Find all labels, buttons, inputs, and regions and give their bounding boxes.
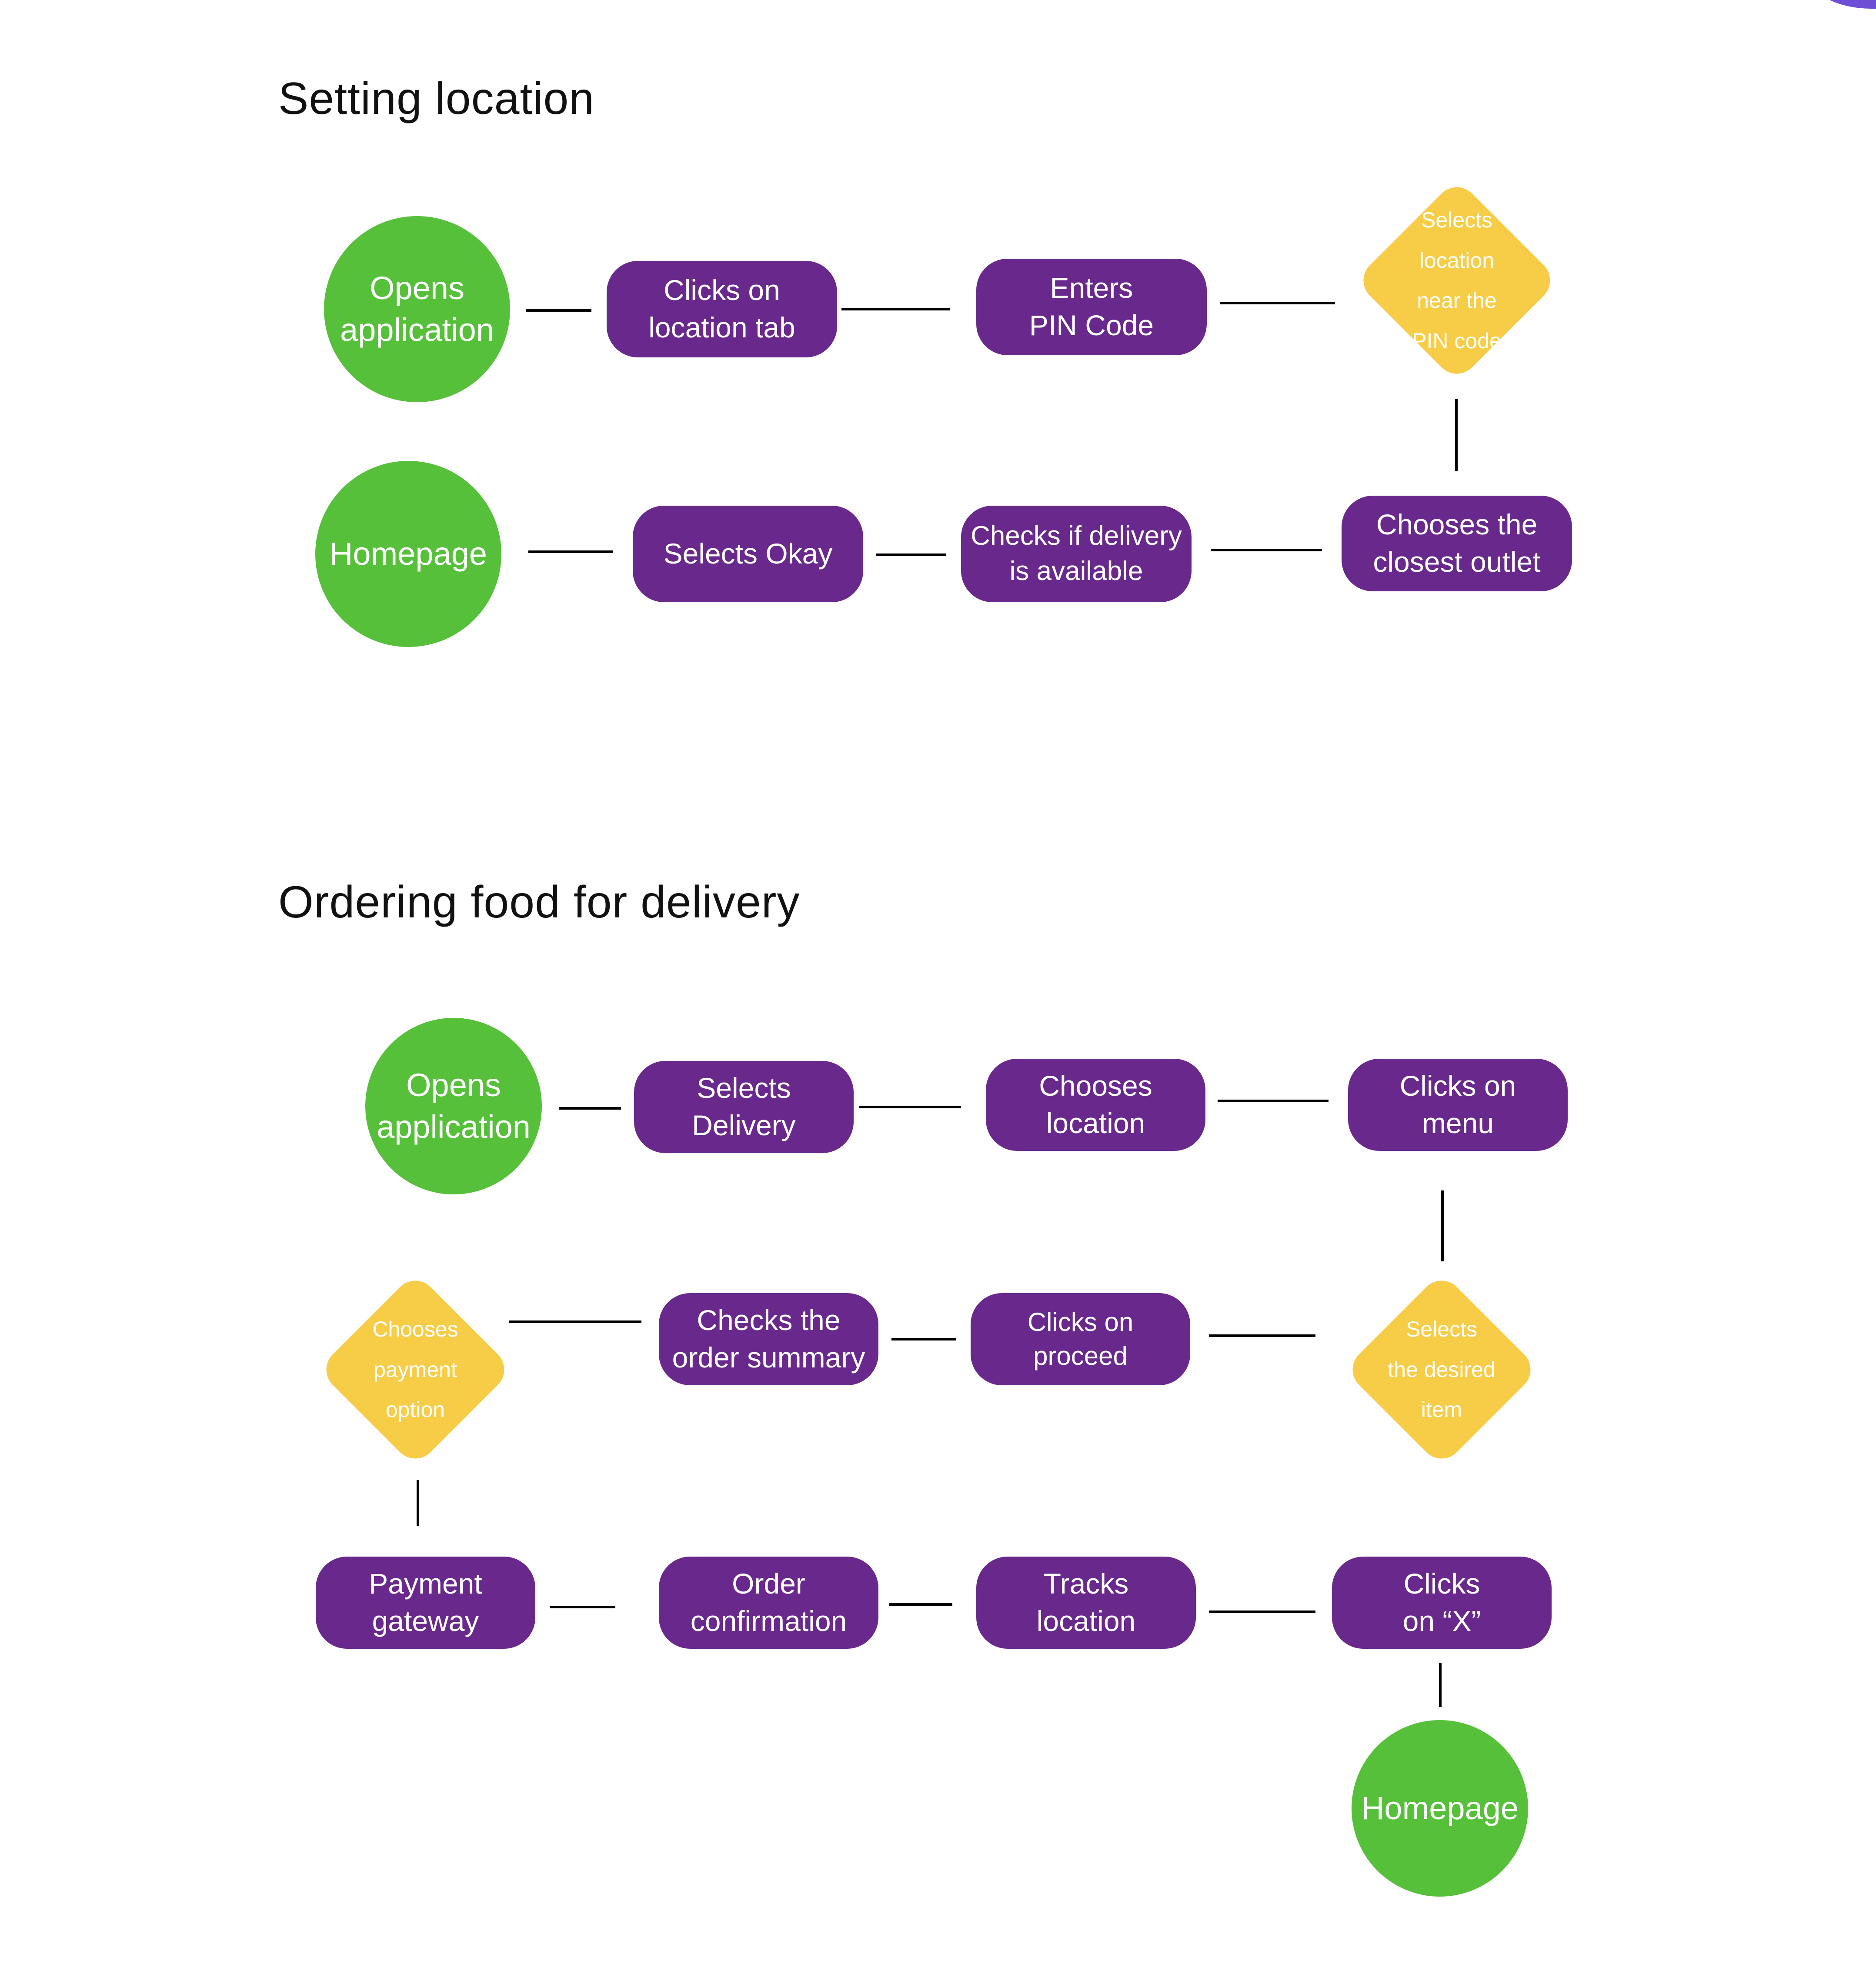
selects-okay-node: Selects Okay [633,506,863,602]
selects-delivery-node: Selects Delivery [634,1061,854,1153]
connector [1209,1334,1315,1337]
node-label: Payment gateway [369,1567,482,1637]
connector [1209,1611,1315,1613]
chooses-closest-outlet-node: Chooses the closest outlet [1342,496,1572,591]
clicks-x-node: Clicks on “X” [1332,1557,1552,1649]
connector [889,1603,952,1606]
decision-text: Selects the desired item [1344,1272,1539,1467]
payment-gateway-node: Payment gateway [316,1557,535,1649]
tracks-location-node: Tracks location [976,1557,1196,1649]
connector [559,1107,621,1110]
connector [876,554,946,556]
node-label: Homepage [1361,1790,1519,1826]
section-title-setting-location: Setting location [278,73,595,124]
node-label: Checks if delivery is available [971,521,1182,586]
enters-pin-code-node: Enters PIN Code [976,259,1207,355]
connector [1455,399,1458,471]
node-label: Chooses location [1039,1070,1152,1139]
node-label: Clicks on menu [1399,1070,1516,1139]
node-label: Homepage [329,535,487,572]
checks-order-summary-node: Checks the order summary [659,1293,878,1385]
node-label: Clicks on location tab [648,274,795,343]
connector [841,308,950,310]
clicks-location-tab-node: Clicks on location tab [607,261,837,357]
connector [1439,1663,1442,1707]
clicks-menu-node: Clicks on menu [1348,1059,1568,1151]
node-label: Clicks on “X” [1402,1567,1481,1637]
homepage-node: Homepage [1352,1720,1528,1897]
order-confirmation-node: Order confirmation [659,1557,878,1649]
node-label: Selects the desired item [1388,1317,1495,1422]
node-label: Tracks location [1036,1567,1136,1637]
connector [526,309,591,312]
connector [509,1320,641,1323]
selects-location-decision: Selects location near the PIN code [1355,178,1559,383]
node-label: Selects location near the PIN code [1412,208,1502,353]
chooses-location-node: Chooses location [986,1059,1205,1151]
connector [1220,302,1335,304]
node-label: Chooses the closest outlet [1373,508,1541,578]
node-label: Checks the order summary [672,1304,865,1374]
connector [417,1480,419,1526]
decision-text: Selects location near the PIN code [1355,178,1559,383]
node-label: Opens application [340,270,494,348]
chooses-payment-decision: Chooses payment option [317,1272,513,1467]
opens-application-node: Opens application [365,1018,542,1194]
connector [1218,1100,1329,1102]
node-label: Opens application [377,1067,531,1145]
connector [550,1606,615,1608]
connector [528,550,613,553]
corner-decoration [1806,0,1876,9]
section-title-ordering-food: Ordering food for delivery [278,877,800,927]
decision-text: Chooses payment option [317,1272,513,1467]
connector [1211,549,1322,551]
node-label: Chooses payment option [372,1317,458,1422]
node-label: Order confirmation [690,1567,847,1637]
node-label: Selects Okay [663,537,833,570]
connector [1441,1190,1444,1261]
connector [859,1106,961,1108]
connector [891,1338,956,1340]
node-label: Enters PIN Code [1029,272,1154,341]
opens-application-node: Opens application [324,216,510,402]
selects-item-decision: Selects the desired item [1344,1272,1539,1467]
node-label: Clicks on proceed [1027,1307,1134,1370]
clicks-proceed-node: Clicks on proceed [971,1293,1190,1385]
checks-delivery-node: Checks if delivery is available [961,506,1192,602]
node-label: Selects Delivery [692,1072,796,1141]
homepage-node: Homepage [315,461,501,647]
